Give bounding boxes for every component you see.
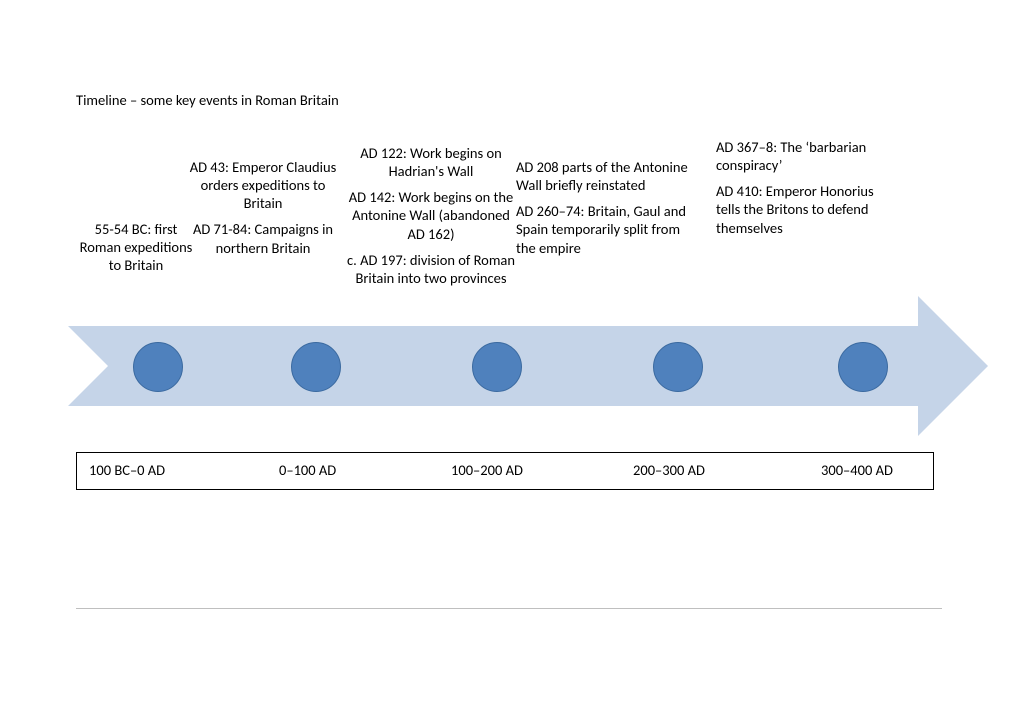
- events-col-5: AD 367–8: The ‘barbarian conspiracy’ AD …: [716, 138, 876, 237]
- event-text: 55-54 BC: first Roman expeditions to Bri…: [76, 220, 196, 274]
- page-title: Timeline – some key events in Roman Brit…: [76, 91, 339, 109]
- period-label: 0–100 AD: [279, 461, 336, 479]
- event-text: AD 367–8: The ‘barbarian conspiracy’: [716, 138, 876, 174]
- events-area: 55-54 BC: first Roman expeditions to Bri…: [76, 138, 936, 298]
- events-col-3: AD 122: Work begins on Hadrian's Wall AD…: [346, 144, 516, 287]
- timeline-dots: [68, 296, 988, 436]
- timeline-dot: [838, 342, 888, 392]
- period-label: 100 BC–0 AD: [89, 461, 165, 479]
- footer-divider: [76, 608, 942, 609]
- event-text: AD 71-84: Campaigns in northern Britain: [188, 220, 338, 256]
- event-text: AD 260–74: Britain, Gaul and Spain tempo…: [516, 202, 696, 256]
- period-label: 200–300 AD: [633, 461, 705, 479]
- period-labels-box: 100 BC–0 AD 0–100 AD 100–200 AD 200–300 AD 3…: [76, 452, 934, 490]
- events-col-2: AD 43: Emperor Claudius orders expeditio…: [188, 158, 338, 257]
- timeline-dot: [291, 342, 341, 392]
- event-text: AD 43: Emperor Claudius orders expeditio…: [188, 158, 338, 212]
- event-text: AD 142: Work begins on the Antonine Wall…: [346, 188, 516, 242]
- timeline-dot: [133, 342, 183, 392]
- event-text: c. AD 197: division of Roman Britain int…: [346, 251, 516, 287]
- period-label: 100–200 AD: [451, 461, 523, 479]
- period-label: 300–400 AD: [821, 461, 893, 479]
- timeline-arrow: [68, 296, 988, 436]
- events-col-4: AD 208 parts of the Antonine Wall briefl…: [516, 158, 696, 257]
- event-text: AD 208 parts of the Antonine Wall briefl…: [516, 158, 696, 194]
- events-col-1: 55-54 BC: first Roman expeditions to Bri…: [76, 220, 196, 274]
- event-text: AD 410: Emperor Honorius tells the Brito…: [716, 182, 876, 236]
- timeline-dot: [653, 342, 703, 392]
- timeline-dot: [472, 342, 522, 392]
- event-text: AD 122: Work begins on Hadrian's Wall: [346, 144, 516, 180]
